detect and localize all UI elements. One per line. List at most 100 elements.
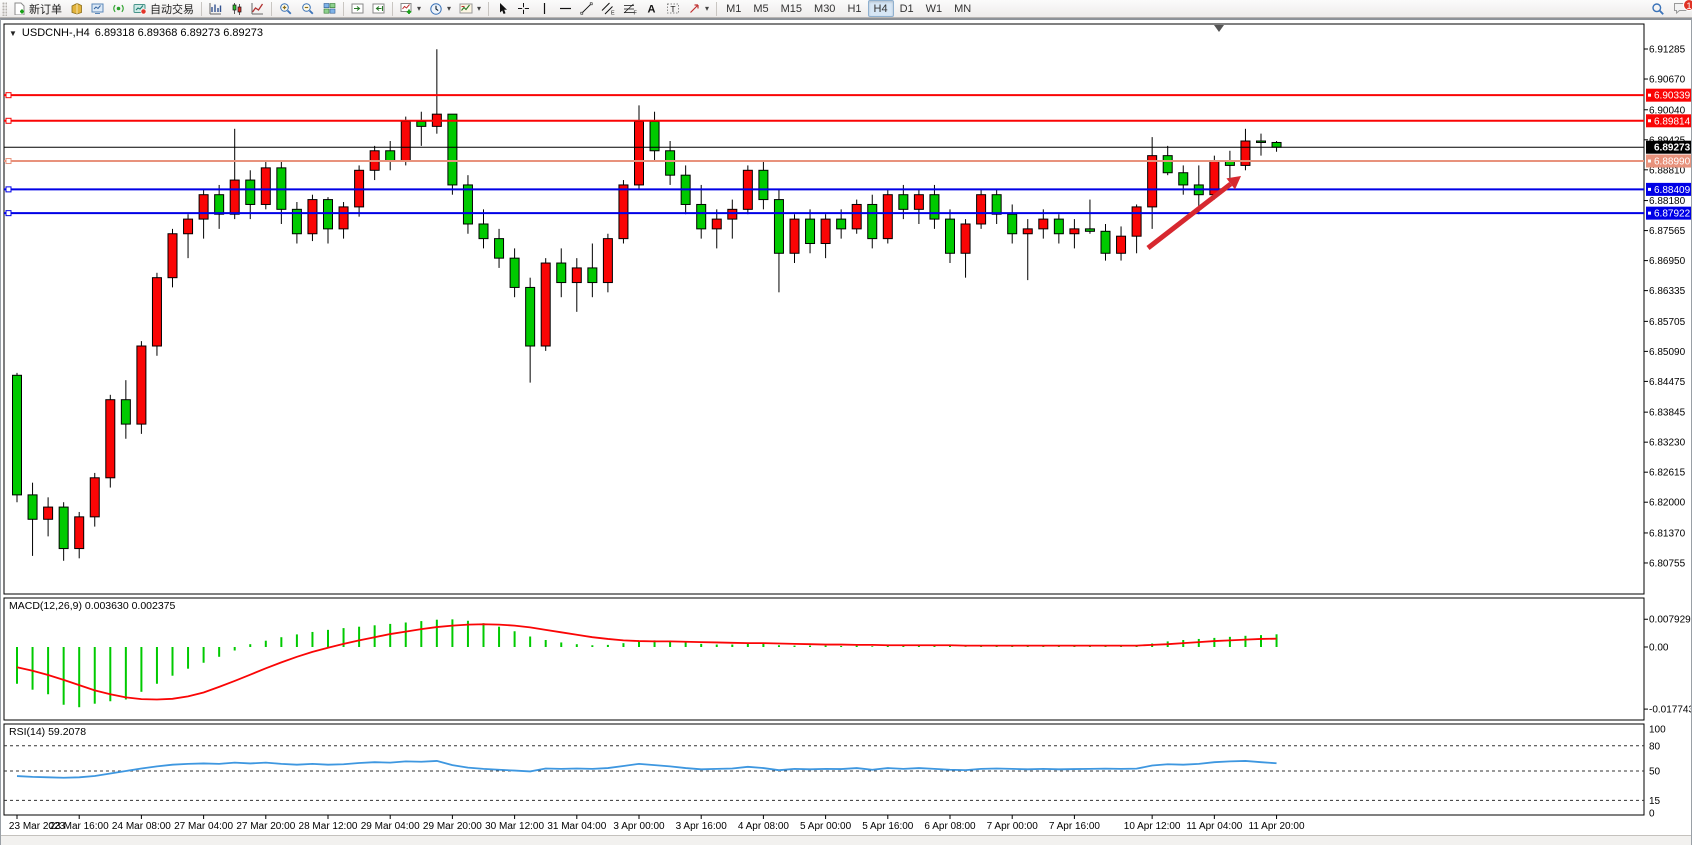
chevron-down-icon: ▾ <box>447 4 452 13</box>
svg-text:29 Mar 20:00: 29 Mar 20:00 <box>423 821 482 832</box>
navigator-button[interactable] <box>108 0 129 17</box>
svg-text:23 Mar 2023: 23 Mar 2023 <box>9 821 66 832</box>
candle <box>1271 141 1282 148</box>
autotrading-button[interactable]: 自动交易 <box>129 0 198 17</box>
current-price-badge <box>1646 140 1691 154</box>
svg-text:27 Mar 20:00: 27 Mar 20:00 <box>236 821 295 832</box>
cursor-button[interactable] <box>492 0 513 17</box>
svg-text:4 Apr 08:00: 4 Apr 08:00 <box>738 821 790 832</box>
hline-6.90339[interactable]: 6.90339 <box>4 88 1691 102</box>
candle <box>183 218 194 235</box>
candlestick-chart-button[interactable] <box>226 0 247 17</box>
timeframe-w1-button[interactable]: W1 <box>925 2 943 15</box>
price-chart[interactable]: 6.912856.906706.900406.894256.888106.881… <box>1 20 1691 845</box>
chevron-down-icon: ▾ <box>477 4 482 13</box>
market-watch-button[interactable] <box>66 0 87 17</box>
candle <box>385 150 396 162</box>
new-order-button[interactable]: 新订单 <box>9 0 66 17</box>
macd-panel <box>3 597 1645 721</box>
hline-6.88409[interactable]: 6.88409 <box>4 182 1691 196</box>
timeframe-d1-button[interactable]: D1 <box>899 2 914 15</box>
candle <box>867 203 878 240</box>
candle <box>898 194 909 210</box>
current-price-line: 6.89273 <box>4 140 1691 154</box>
trend-arrow[interactable] <box>1146 176 1241 250</box>
periods-button[interactable]: ▾ <box>425 0 455 17</box>
horizontal-line-button[interactable] <box>555 0 576 17</box>
timeframe-h4-button[interactable]: H4 <box>867 0 894 17</box>
candle <box>556 262 567 284</box>
svg-text:A: A <box>648 4 656 16</box>
line-anchor-marker <box>5 92 12 99</box>
fibonacci-button[interactable]: F <box>619 0 641 17</box>
toolbar-separator <box>392 1 393 16</box>
candle <box>540 262 551 347</box>
toolbar-group-objects: ▾ ▾ ▾ <box>396 0 485 18</box>
candle <box>198 194 209 220</box>
svg-text:29 Mar 04:00: 29 Mar 04:00 <box>361 821 420 832</box>
svg-text:6 Apr 08:00: 6 Apr 08:00 <box>924 821 976 832</box>
candle <box>245 179 256 205</box>
candle <box>447 113 458 186</box>
price-level-badge <box>1646 154 1691 168</box>
candle <box>58 506 69 550</box>
svg-text:T: T <box>670 4 675 14</box>
trendline-button[interactable] <box>576 0 597 17</box>
timeframe-m5-button[interactable]: M5 <box>753 2 769 15</box>
candle <box>214 194 225 215</box>
toolbar-separator <box>488 1 490 16</box>
text-label-button[interactable]: T <box>662 0 684 17</box>
svg-text:6.87565: 6.87565 <box>1649 226 1686 237</box>
candle <box>12 374 22 496</box>
chevron-down-icon: ▾ <box>705 4 710 13</box>
chart-shift-button[interactable] <box>368 0 389 17</box>
chart-title[interactable]: ▼ USDCNH-,H4 6.89318 6.89368 6.89273 6.8… <box>9 27 263 39</box>
zoom-out-button[interactable] <box>297 0 319 17</box>
timeframe-mn-button[interactable]: MN <box>954 2 972 15</box>
toolbar-separator <box>201 1 202 16</box>
candle <box>338 206 349 230</box>
line-chart-button[interactable] <box>247 0 268 17</box>
tile-windows-button[interactable] <box>319 0 340 17</box>
vertical-line-button[interactable] <box>534 0 555 17</box>
equidistant-channel-button[interactable]: E <box>597 0 619 17</box>
autotrading-label: 自动交易 <box>150 3 194 16</box>
arrows-button[interactable]: ▾ <box>684 0 713 17</box>
search-button[interactable] <box>1647 0 1669 17</box>
hline-6.88990[interactable]: 6.88990 <box>4 154 1691 168</box>
bar-chart-button[interactable] <box>205 0 226 17</box>
timeframe-h1-button[interactable]: H1 <box>847 2 862 15</box>
notification-badge: 1 <box>1683 0 1692 11</box>
chat-button[interactable]: 1 <box>1669 0 1692 17</box>
templates-button[interactable]: ▾ <box>455 0 485 17</box>
panel-frames <box>3 23 1645 816</box>
svg-text:6.88409: 6.88409 <box>1654 185 1691 196</box>
toolbar-drag-handle[interactable] <box>2 1 7 16</box>
candle <box>89 477 100 518</box>
data-window-button[interactable] <box>87 0 108 17</box>
timeframe-m15-button[interactable]: M15 <box>780 2 803 15</box>
chart-shift-marker[interactable] <box>1214 25 1224 32</box>
timeframe-m1-button[interactable]: M1 <box>726 2 742 15</box>
hline-6.87922[interactable]: 6.87922 <box>4 206 1691 220</box>
horizontal-lines[interactable]: 6.90339 6.89814 6.88990 6.88409 6.87922 <box>4 88 1691 220</box>
indicators-button[interactable]: ▾ <box>396 0 425 17</box>
zoom-in-button[interactable] <box>275 0 297 17</box>
chart-ohlc-values: 6.89318 6.89368 6.89273 6.89273 <box>94 27 263 39</box>
hline-6.89814[interactable]: 6.89814 <box>4 114 1691 128</box>
candle <box>291 208 302 235</box>
timeframe-m30-button[interactable]: M30 <box>814 2 836 15</box>
toolbar-group-scroll <box>347 0 389 18</box>
status-bar <box>1 835 1691 845</box>
text-button[interactable]: A <box>641 0 662 17</box>
auto-scroll-button[interactable] <box>347 0 368 17</box>
svg-text:6.91285: 6.91285 <box>1649 45 1686 56</box>
collapse-triangle-icon[interactable]: ▼ <box>9 28 17 38</box>
rsi-line <box>16 760 1277 779</box>
svg-text:0.00: 0.00 <box>1649 643 1669 654</box>
price-level-badge <box>1646 88 1691 102</box>
svg-text:5 Apr 00:00: 5 Apr 00:00 <box>800 821 852 832</box>
candle <box>478 223 489 240</box>
crosshair-button[interactable] <box>513 0 534 17</box>
